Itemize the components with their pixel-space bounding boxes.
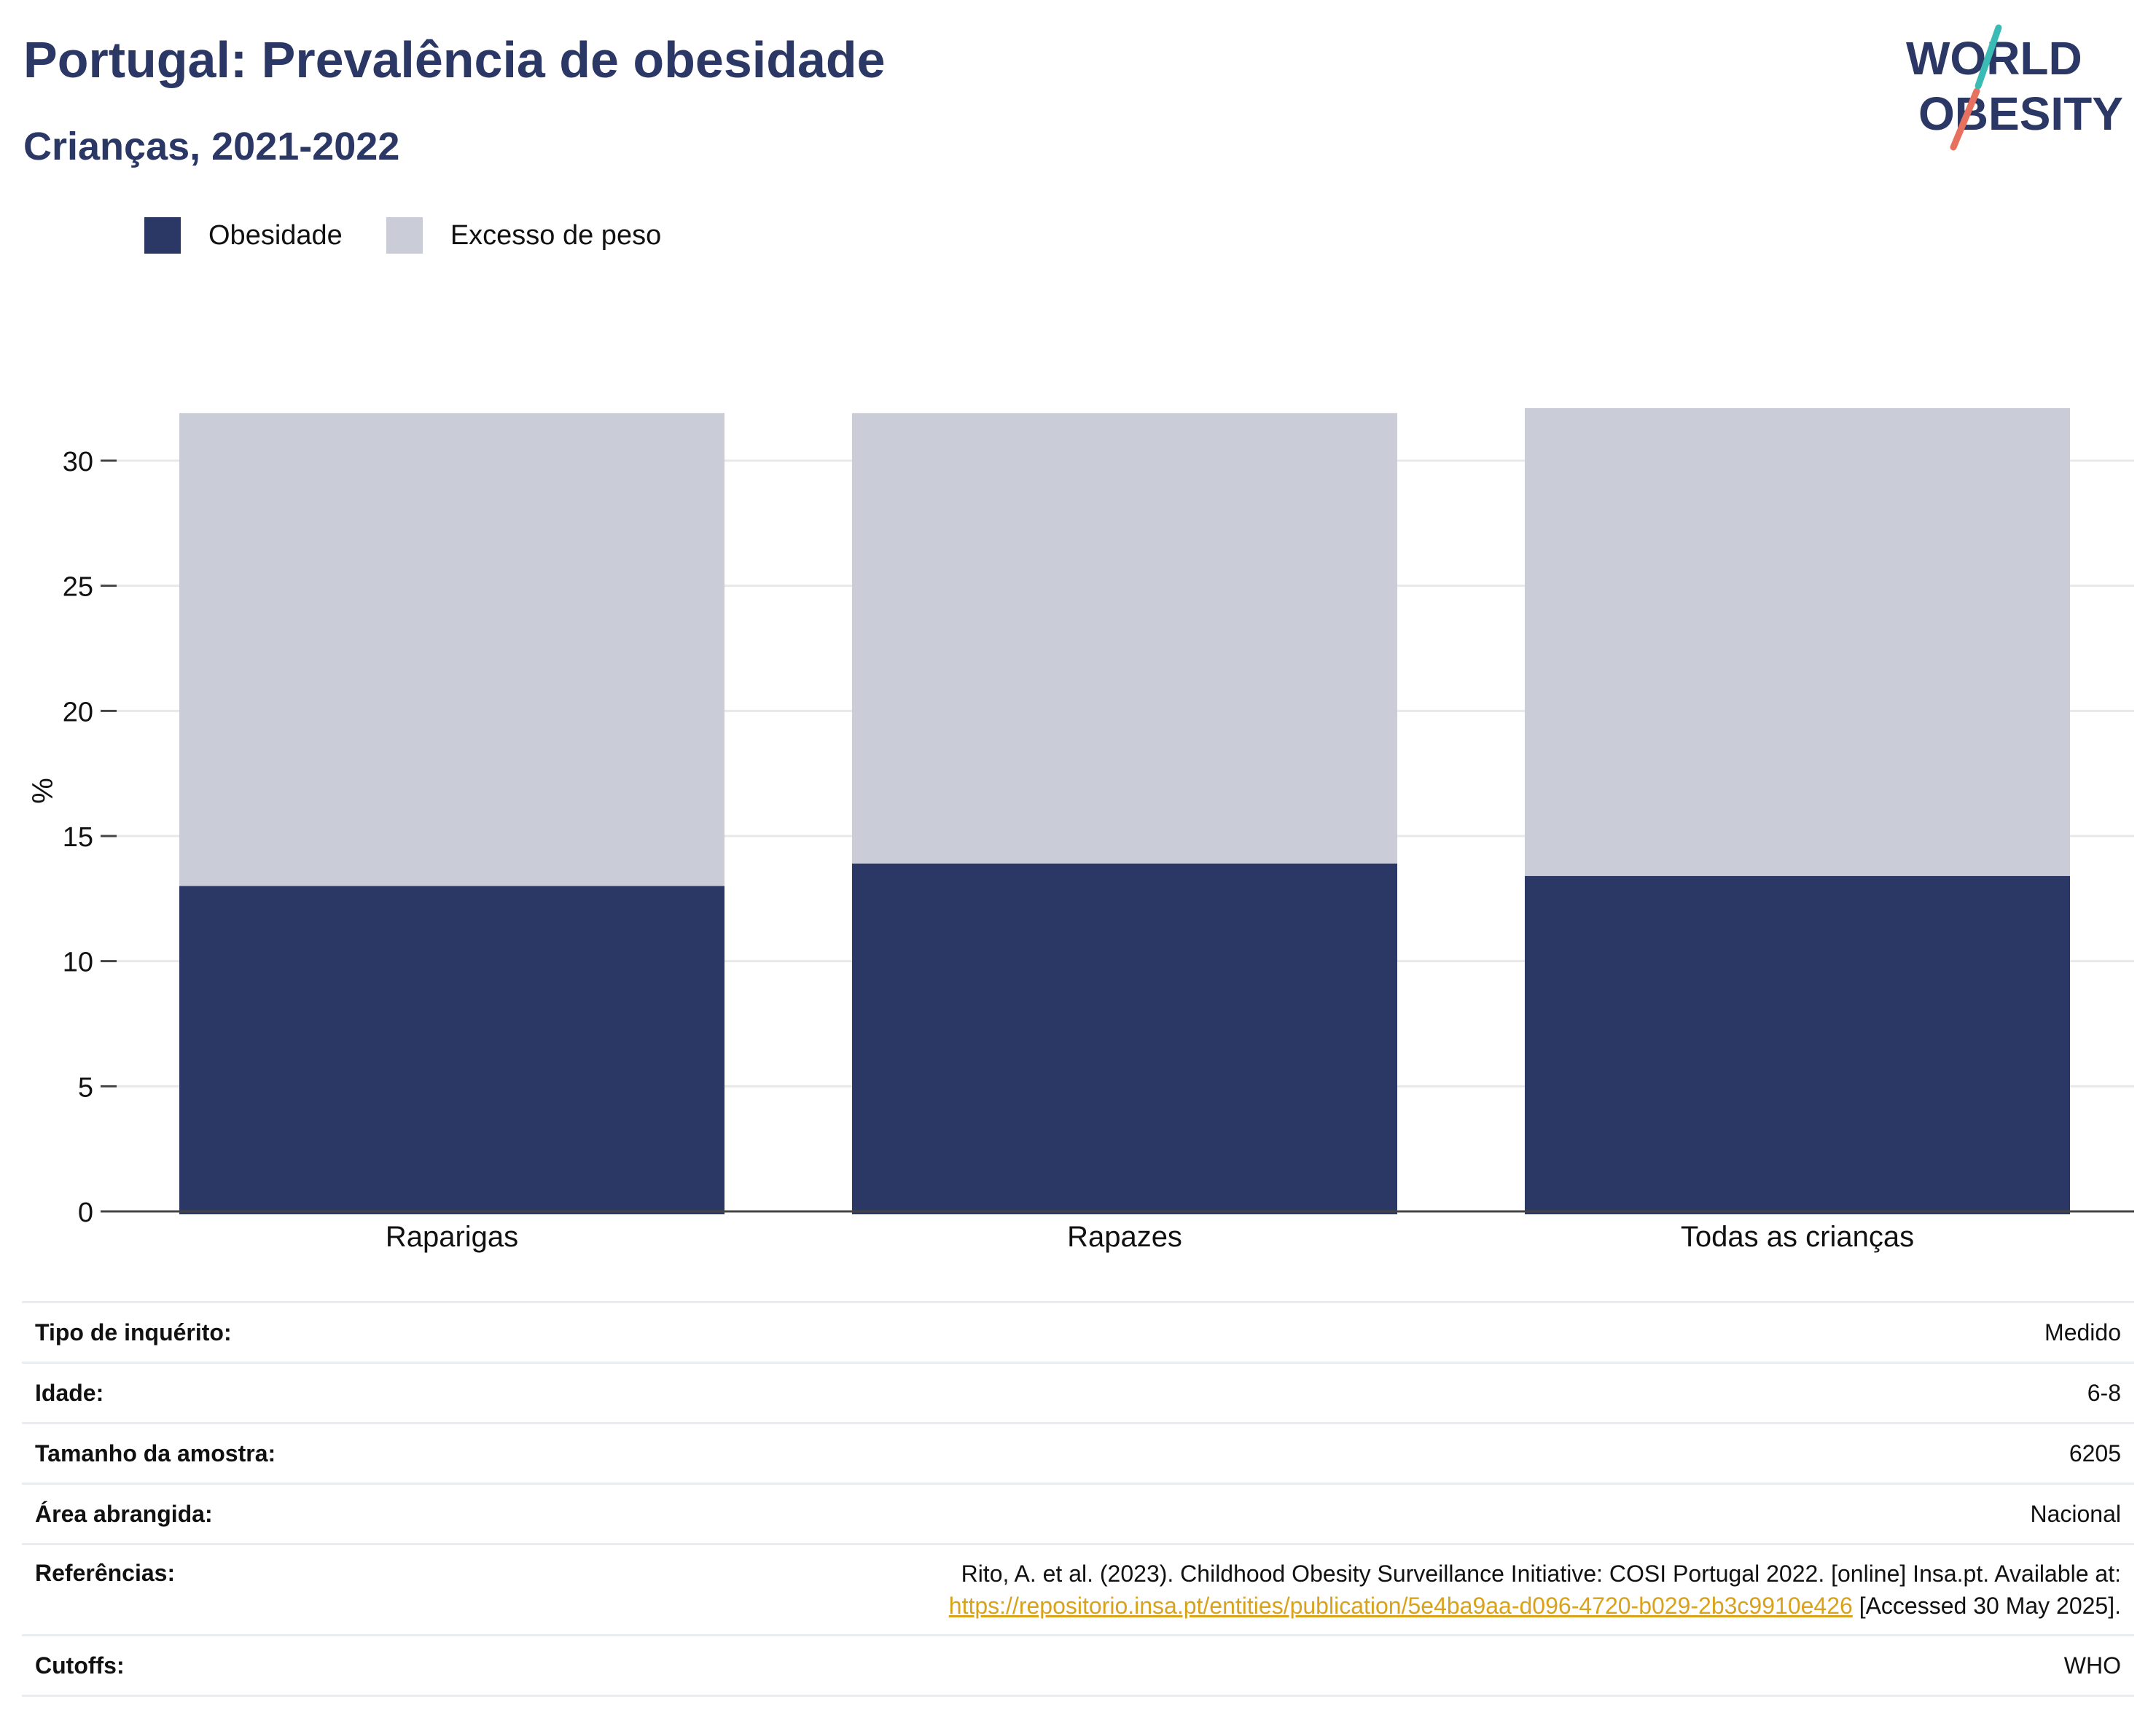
y-tick-label: 25 <box>63 572 93 603</box>
legend-swatch-excesso <box>386 217 423 254</box>
y-tick-label: 20 <box>63 697 93 727</box>
y-tick-label: 5 <box>78 1072 93 1103</box>
legend-swatch-obesidade <box>144 217 181 254</box>
info-row: Área abrangida: Nacional <box>22 1483 2134 1545</box>
bar-obesidade-1[interactable] <box>852 863 1397 1214</box>
legend-item-obesidade[interactable]: Obesidade <box>144 217 343 254</box>
info-row: Idade: 6-8 <box>22 1362 2134 1424</box>
x-tick-label: Raparigas <box>386 1221 518 1253</box>
chart-legend: Obesidade Excesso de peso <box>144 217 705 254</box>
legend-label-excesso: Excesso de peso <box>450 219 662 251</box>
y-tick-label: 30 <box>63 447 93 477</box>
bar-obesidade-0[interactable] <box>179 886 724 1214</box>
y-tick-label: 0 <box>78 1198 93 1228</box>
reference-link[interactable]: https://repositorio.insa.pt/entities/pub… <box>948 1593 1853 1619</box>
info-row: Tamanho da amostra: 6205 <box>22 1423 2134 1485</box>
bar-chart: 0 5 10 15 20 25 30 Raparigas Rapazes Todas as cr… <box>27 407 2134 1253</box>
info-value: Rito, A. et al. (2023). Childhood Obesit… <box>558 1544 2134 1636</box>
logo-line2: OBESITY <box>1918 87 2123 140</box>
bars <box>179 407 2070 1215</box>
info-table: Tipo de inquérito: Medido Idade: 6-8 Tamanho… <box>22 1301 2134 1697</box>
legend-item-excesso[interactable]: Excesso de peso <box>386 217 661 254</box>
world-obesity-logo: WORLD OBESITY <box>1906 24 2123 151</box>
info-row: Referências: Rito, A. et al. (2023). Chil… <box>22 1544 2134 1636</box>
info-row: Cutoffs: WHO <box>22 1635 2134 1697</box>
info-value: Medido <box>558 1301 2134 1364</box>
x-tick-labels: Raparigas Rapazes Todas as crianças <box>386 1221 1914 1253</box>
x-tick-label: Rapazes <box>1067 1221 1182 1253</box>
y-axis-label: % <box>27 778 59 804</box>
reference-accessed: [Accessed 30 May 2025]. <box>1852 1593 2121 1619</box>
y-tick-label: 15 <box>63 822 93 853</box>
info-key: Idade: <box>22 1362 558 1424</box>
y-tick-labels: 0 5 10 15 20 25 30 <box>63 447 117 1228</box>
y-tick-label: 10 <box>63 948 93 978</box>
chart-title: Portugal: Prevalência de obesidade <box>23 31 886 88</box>
info-key: Área abrangida: <box>22 1483 558 1545</box>
x-tick-label: Todas as crianças <box>1681 1221 1914 1253</box>
info-value: Nacional <box>558 1483 2134 1545</box>
bar-obesidade-2[interactable] <box>1525 875 2070 1214</box>
info-key: Tamanho da amostra: <box>22 1423 558 1485</box>
info-key: Tipo de inquérito: <box>22 1301 558 1364</box>
info-key: Cutoffs: <box>22 1635 558 1697</box>
info-row: Tipo de inquérito: Medido <box>22 1301 2134 1364</box>
info-value: WHO <box>558 1635 2134 1697</box>
info-value: 6205 <box>558 1423 2134 1485</box>
info-value: 6-8 <box>558 1362 2134 1424</box>
chart-subtitle: Crianças, 2021-2022 <box>23 125 400 168</box>
info-key: Referências: <box>22 1544 558 1636</box>
legend-label-obesidade: Obesidade <box>208 219 343 251</box>
reference-text: Rito, A. et al. (2023). Childhood Obesit… <box>961 1561 2121 1587</box>
